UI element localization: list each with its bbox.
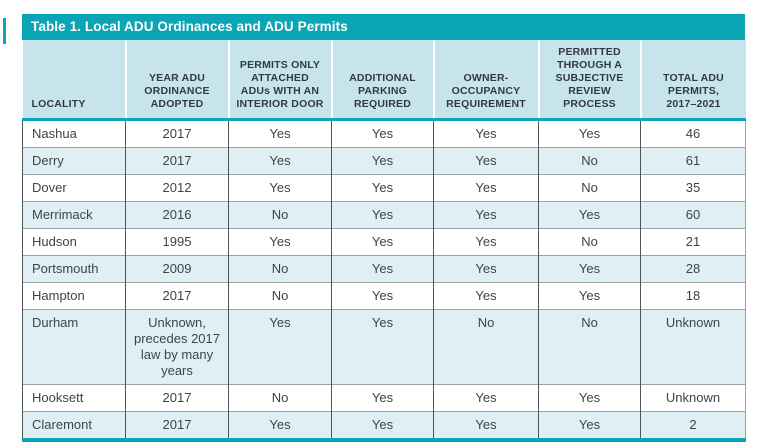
- table-row: Durham Unknown, precedes 2017 law by many…: [22, 308, 746, 384]
- table-cell-year-adopted: 2017: [125, 119, 229, 147]
- table-row: Nashua 2017 Yes Yes Yes Yes 46: [22, 119, 746, 147]
- table-cell-additional-parking: Yes: [331, 383, 434, 411]
- table-cell-year-adopted: 2012: [125, 173, 229, 201]
- table-cell-locality: Merrimack: [22, 200, 126, 228]
- table-cell-attached-only: No: [228, 281, 332, 309]
- table-cell-owner-occupancy: Yes: [433, 281, 539, 309]
- table-cell-total-permits: Unknown: [640, 383, 746, 411]
- column-header-subjective-review: PERMITTED THROUGH A SUBJECTIVE REVIEW PR…: [537, 40, 641, 121]
- table-cell-additional-parking: Yes: [331, 173, 434, 201]
- table-cell-attached-only: Yes: [228, 146, 332, 174]
- table-cell-subjective-review: No: [538, 146, 641, 174]
- column-header-total-permits: TOTAL ADU PERMITS, 2017–2021: [639, 40, 746, 121]
- table-row: Derry 2017 Yes Yes Yes No 61: [22, 146, 746, 174]
- table-cell-locality: Hampton: [22, 281, 126, 309]
- table-cell-owner-occupancy: Yes: [433, 146, 539, 174]
- table-cell-locality: Nashua: [22, 119, 126, 147]
- table-cell-owner-occupancy: Yes: [433, 173, 539, 201]
- table-row: Hampton 2017 No Yes Yes Yes 18: [22, 281, 746, 309]
- table-cell-year-adopted: 2017: [125, 281, 229, 309]
- table-cell-locality: Durham: [22, 308, 126, 384]
- table-cell-attached-only: Yes: [228, 410, 332, 442]
- table-title: Table 1. Local ADU Ordinances and ADU Pe…: [22, 14, 745, 40]
- table-cell-total-permits: 18: [640, 281, 746, 309]
- column-header-attached-only: PERMITS ONLY ATTACHED ADUs WITH AN INTER…: [227, 40, 332, 121]
- header-row: LOCALITY YEAR ADU ORDINANCE ADOPTED PERMIT…: [22, 40, 746, 121]
- table-cell-attached-only: Yes: [228, 308, 332, 384]
- table-cell-attached-only: No: [228, 200, 332, 228]
- table-cell-additional-parking: Yes: [331, 308, 434, 384]
- table-cell-locality: Claremont: [22, 410, 126, 442]
- table-row: Hooksett 2017 No Yes Yes Yes Unknown: [22, 383, 746, 411]
- column-header-additional-parking: ADDITIONAL PARKING REQUIRED: [330, 40, 434, 121]
- table-cell-subjective-review: Yes: [538, 119, 641, 147]
- table-cell-year-adopted: Unknown, precedes 2017 law by many years: [125, 308, 229, 384]
- table-cell-total-permits: 46: [640, 119, 746, 147]
- table-cell-owner-occupancy: Yes: [433, 410, 539, 442]
- table-cell-attached-only: Yes: [228, 119, 332, 147]
- table-cell-owner-occupancy: Yes: [433, 227, 539, 255]
- table-cell-year-adopted: 2017: [125, 410, 229, 442]
- table-cell-additional-parking: Yes: [331, 281, 434, 309]
- column-header-locality: LOCALITY: [22, 40, 126, 121]
- table-cell-additional-parking: Yes: [331, 146, 434, 174]
- table-cell-additional-parking: Yes: [331, 254, 434, 282]
- data-table: LOCALITY YEAR ADU ORDINANCE ADOPTED PERMIT…: [22, 40, 746, 442]
- table-cell-total-permits: Unknown: [640, 308, 746, 384]
- table-cell-additional-parking: Yes: [331, 200, 434, 228]
- table-cell-subjective-review: No: [538, 227, 641, 255]
- table-cell-attached-only: Yes: [228, 227, 332, 255]
- table-header: LOCALITY YEAR ADU ORDINANCE ADOPTED PERMIT…: [22, 40, 746, 121]
- table-cell-locality: Hooksett: [22, 383, 126, 411]
- table-row: Portsmouth 2009 No Yes Yes Yes 28: [22, 254, 746, 282]
- table-cell-total-permits: 2: [640, 410, 746, 442]
- table-cell-subjective-review: Yes: [538, 383, 641, 411]
- column-header-owner-occupancy: OWNER- OCCUPANCY REQUIREMENT: [432, 40, 539, 121]
- table-row: Merrimack 2016 No Yes Yes Yes 60: [22, 200, 746, 228]
- table-cell-additional-parking: Yes: [331, 227, 434, 255]
- table-cell-locality: Portsmouth: [22, 254, 126, 282]
- table-cell-total-permits: 28: [640, 254, 746, 282]
- table-cell-year-adopted: 2017: [125, 146, 229, 174]
- adu-ordinances-table: Table 1. Local ADU Ordinances and ADU Pe…: [22, 14, 746, 442]
- column-header-year-adopted: YEAR ADU ORDINANCE ADOPTED: [124, 40, 229, 121]
- table-cell-owner-occupancy: Yes: [433, 200, 539, 228]
- table-body: Nashua 2017 Yes Yes Yes Yes 46 Derry 2017 Yes Yes Y…: [22, 119, 746, 442]
- table-cell-owner-occupancy: Yes: [433, 383, 539, 411]
- table-row: Hudson 1995 Yes Yes Yes No 21: [22, 227, 746, 255]
- table-cell-total-permits: 35: [640, 173, 746, 201]
- table-cell-subjective-review: Yes: [538, 254, 641, 282]
- table-cell-attached-only: No: [228, 254, 332, 282]
- table-cell-year-adopted: 2009: [125, 254, 229, 282]
- table-cell-additional-parking: Yes: [331, 410, 434, 442]
- table-cell-subjective-review: No: [538, 173, 641, 201]
- table-cell-owner-occupancy: Yes: [433, 119, 539, 147]
- table-cell-owner-occupancy: Yes: [433, 254, 539, 282]
- table-cell-subjective-review: No: [538, 308, 641, 384]
- table-cell-subjective-review: Yes: [538, 281, 641, 309]
- table-cell-subjective-review: Yes: [538, 200, 641, 228]
- table-cell-locality: Derry: [22, 146, 126, 174]
- table-row: Dover 2012 Yes Yes Yes No 35: [22, 173, 746, 201]
- table-cell-total-permits: 61: [640, 146, 746, 174]
- table-cell-attached-only: Yes: [228, 173, 332, 201]
- table-cell-year-adopted: 2017: [125, 383, 229, 411]
- table-cell-attached-only: No: [228, 383, 332, 411]
- table-cell-year-adopted: 2016: [125, 200, 229, 228]
- table-row: Claremont 2017 Yes Yes Yes Yes 2: [22, 410, 746, 442]
- table-cell-locality: Dover: [22, 173, 126, 201]
- table-cell-owner-occupancy: No: [433, 308, 539, 384]
- table-cell-additional-parking: Yes: [331, 119, 434, 147]
- table-cell-locality: Hudson: [22, 227, 126, 255]
- table-cell-year-adopted: 1995: [125, 227, 229, 255]
- table-cell-total-permits: 60: [640, 200, 746, 228]
- page-edge-accent-stripe: [3, 18, 6, 44]
- table-cell-total-permits: 21: [640, 227, 746, 255]
- table-cell-subjective-review: Yes: [538, 410, 641, 442]
